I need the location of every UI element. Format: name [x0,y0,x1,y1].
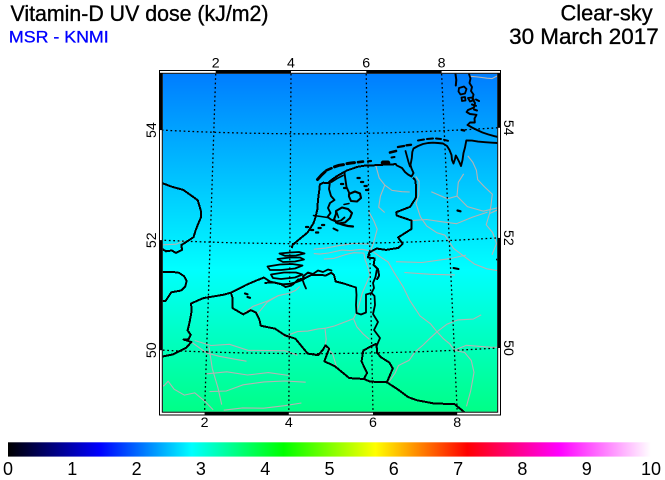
svg-text:6: 6 [389,459,399,479]
svg-text:MSR - KNMI: MSR - KNMI [9,29,109,47]
svg-text:2: 2 [212,56,220,72]
svg-text:8: 8 [517,459,527,479]
svg-text:4: 4 [260,459,270,479]
svg-text:0: 0 [3,459,13,479]
svg-text:8: 8 [453,415,461,431]
svg-text:Clear-sky: Clear-sky [561,1,653,26]
svg-text:2: 2 [132,459,142,479]
svg-text:6: 6 [362,56,370,72]
svg-text:50: 50 [144,342,160,358]
svg-text:3: 3 [196,459,206,479]
svg-text:2: 2 [201,415,209,431]
svg-text:4: 4 [285,415,293,431]
svg-text:1: 1 [67,459,77,479]
svg-text:4: 4 [287,56,295,72]
svg-text:54: 54 [500,120,516,136]
svg-text:Vitamin-D UV dose (kJ/m2): Vitamin-D UV dose (kJ/m2) [11,1,269,26]
svg-text:50: 50 [500,340,516,356]
svg-text:5: 5 [324,459,334,479]
svg-text:8: 8 [438,56,446,72]
svg-text:10: 10 [641,459,661,479]
svg-text:7: 7 [453,459,463,479]
svg-text:52: 52 [144,232,160,248]
svg-text:6: 6 [369,415,377,431]
svg-text:30 March 2017: 30 March 2017 [509,24,659,49]
svg-text:52: 52 [500,230,516,246]
svg-text:54: 54 [144,122,160,138]
svg-text:9: 9 [582,459,592,479]
